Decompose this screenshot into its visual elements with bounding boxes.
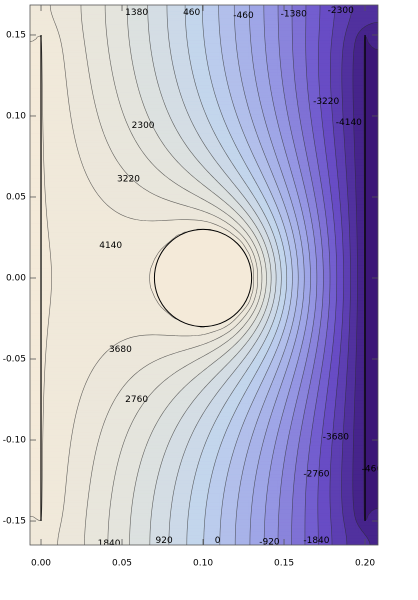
contour-line <box>166 5 277 545</box>
contour-label: -460 <box>233 11 254 21</box>
conductor-circle <box>153 228 253 328</box>
contour-line <box>80 5 258 545</box>
contour-line <box>277 5 318 545</box>
y-tick-label: 0.00 <box>6 273 26 283</box>
contour-label: 4140 <box>99 241 122 251</box>
contour-line <box>218 5 293 545</box>
contour-line <box>317 5 338 545</box>
contour-label: 1840 <box>98 539 121 549</box>
axes: 0.00 0.05 0.10 0.15 0.20 -0.15 -0.10 -0.05 0.00 0… <box>3 5 378 569</box>
contour-line <box>201 5 288 545</box>
contour-line <box>233 5 299 545</box>
y-tick-label: 0.10 <box>6 111 26 121</box>
x-tick-label: 0.20 <box>355 559 375 569</box>
contour-label: 460 <box>183 8 200 18</box>
contour-label: 3680 <box>109 345 132 355</box>
contour-label: 3220 <box>117 175 140 185</box>
contour-line <box>147 5 272 545</box>
contour-label: 2760 <box>125 395 148 405</box>
contour-label: -1840 <box>303 536 329 546</box>
contour-label: -3680 <box>323 432 349 442</box>
contour-line <box>126 5 267 545</box>
contour-line <box>329 5 344 545</box>
contour-line <box>184 5 282 545</box>
contour-line <box>352 22 378 545</box>
frame <box>29 4 379 546</box>
y-tick-label: 0.05 <box>6 192 26 202</box>
y-tick-label: -0.05 <box>3 355 26 365</box>
x-tick-label: 0.00 <box>31 559 51 569</box>
x-tick-label: 0.05 <box>112 559 132 569</box>
contour-line <box>341 5 353 545</box>
y-tick-label: -0.15 <box>3 517 26 527</box>
x-tick-label: 0.10 <box>193 559 213 569</box>
contour-line <box>49 5 254 545</box>
contour-label: -1380 <box>281 9 307 19</box>
y-tick-label: 0.15 <box>6 30 26 40</box>
contour-label: -920 <box>259 538 280 548</box>
contour-line <box>304 5 331 545</box>
contour-label: -3220 <box>313 97 339 107</box>
contour-line <box>263 5 311 545</box>
contour-line <box>248 5 305 545</box>
plot-area: 1380 460 -460 -1380 -2300 2300 3220 4140 -3220 -4… <box>30 5 388 549</box>
contour-label: 1380 <box>125 8 148 18</box>
contour-line <box>104 5 263 545</box>
y-tick-label: -0.10 <box>3 436 27 446</box>
contour-label: -2760 <box>303 470 329 480</box>
contour-label: 0 <box>215 536 221 546</box>
contour-label: -4600 <box>362 465 388 475</box>
contour-label: -2300 <box>328 6 354 16</box>
contour-label: 920 <box>156 536 173 546</box>
contour-label: -4140 <box>336 118 362 128</box>
x-tick-label: 0.15 <box>274 559 294 569</box>
contour-line <box>291 5 324 545</box>
contour-label: 2300 <box>132 121 155 131</box>
